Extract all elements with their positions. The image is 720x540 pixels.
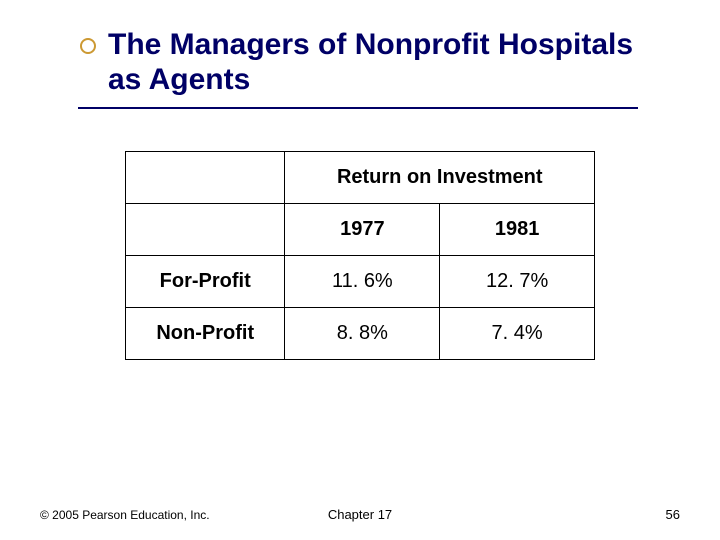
table-row-header-years: 1977 1981	[126, 204, 595, 256]
cell-for-profit-1981: 12. 7%	[440, 256, 595, 308]
roi-table-wrap: Return on Investment 1977 1981 For-Profi…	[125, 151, 595, 360]
bullet-icon	[78, 36, 98, 61]
row-label-non-profit: Non-Profit	[126, 308, 285, 360]
cell-non-profit-1977: 8. 8%	[285, 308, 440, 360]
chapter-text: Chapter 17	[328, 507, 392, 522]
col-header-1977: 1977	[285, 204, 440, 256]
footer: © 2005 Pearson Education, Inc. Chapter 1…	[0, 507, 720, 522]
title-block: The Managers of Nonprofit Hospitals as A…	[78, 28, 660, 97]
copyright-text: © 2005 Pearson Education, Inc.	[40, 508, 210, 522]
table-row-header-span: Return on Investment	[126, 152, 595, 204]
cell-for-profit-1977: 11. 6%	[285, 256, 440, 308]
span-header: Return on Investment	[285, 152, 595, 204]
page-number: 56	[666, 507, 680, 522]
table-row: For-Profit 11. 6% 12. 7%	[126, 256, 595, 308]
slide: The Managers of Nonprofit Hospitals as A…	[0, 0, 720, 540]
cell-non-profit-1981: 7. 4%	[440, 308, 595, 360]
col-header-1981: 1981	[440, 204, 595, 256]
blank-cell	[126, 204, 285, 256]
page-title: The Managers of Nonprofit Hospitals as A…	[108, 28, 660, 97]
roi-table: Return on Investment 1977 1981 For-Profi…	[125, 151, 595, 360]
table-row: Non-Profit 8. 8% 7. 4%	[126, 308, 595, 360]
title-underline	[78, 107, 638, 109]
row-label-for-profit: For-Profit	[126, 256, 285, 308]
blank-cell	[126, 152, 285, 204]
